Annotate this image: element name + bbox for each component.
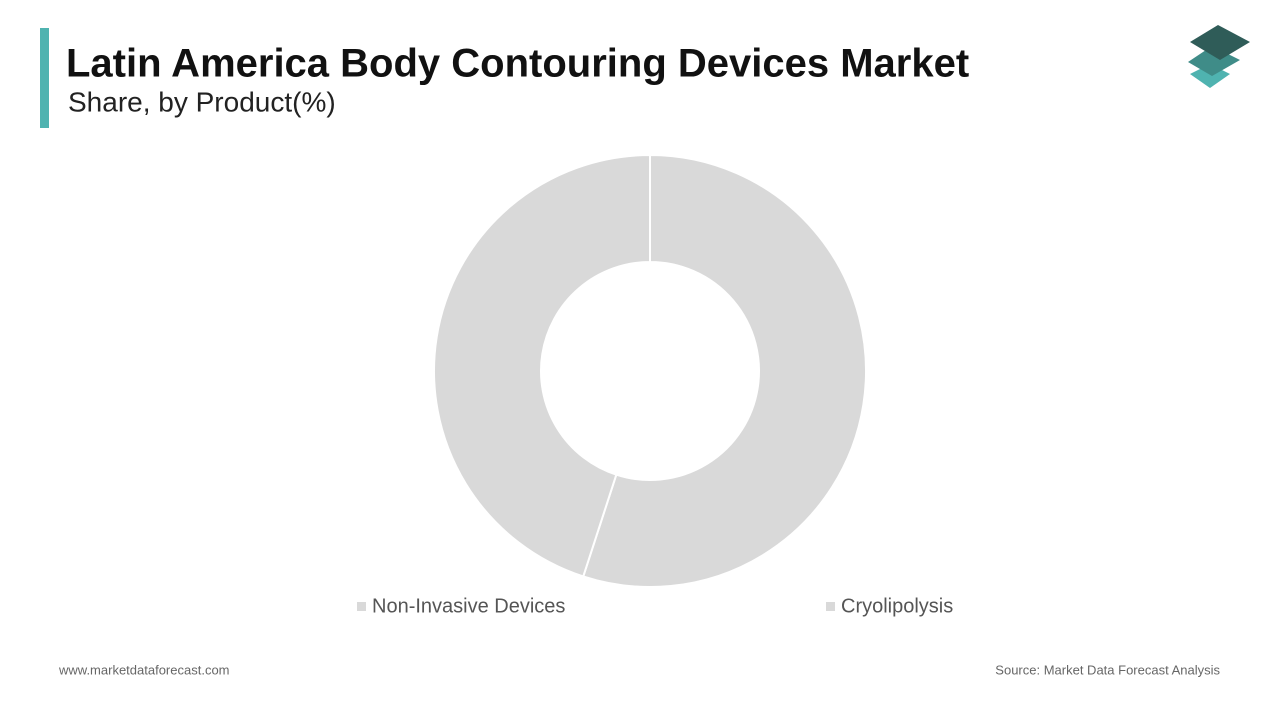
website: www.marketdataforecast.com [58,662,230,677]
legend-label: Cryolipolysis [841,595,953,617]
chart-subtitle: Share, by Product(%) [68,86,336,117]
title-bar [40,28,49,128]
legend-marker [357,602,366,611]
legend-marker [826,602,835,611]
source: Source: Market Data Forecast Analysis [995,662,1220,677]
legend-label: Non-Invasive Devices [372,595,565,617]
chart-title: Latin America Body Contouring Devices Ma… [66,42,969,86]
logo [1188,25,1250,88]
donut-slice [433,153,651,578]
donut-slice [581,153,867,588]
